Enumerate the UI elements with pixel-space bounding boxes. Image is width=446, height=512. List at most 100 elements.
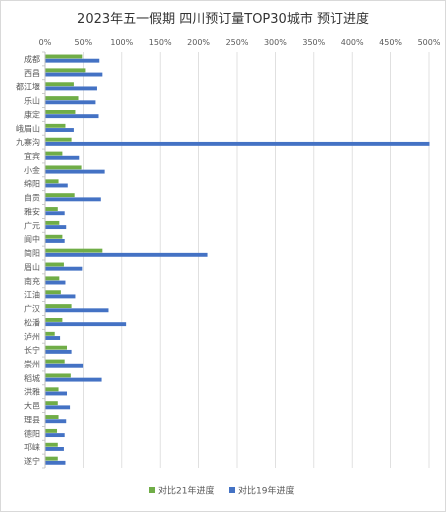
x-tick-label: 500%: [418, 38, 441, 47]
x-tick-label: 200%: [187, 38, 210, 47]
legend-label: 对比19年进度: [238, 485, 294, 497]
x-tick-label: 0%: [39, 38, 52, 47]
x-tick-label: 150%: [149, 38, 172, 47]
x-tick-label: 450%: [379, 38, 402, 47]
bar-vs-2021: [45, 96, 79, 101]
bar-vs-2019: [45, 322, 127, 327]
bar-vs-2021: [45, 373, 71, 378]
x-tick-label: 300%: [264, 38, 287, 47]
bar-vs-2019: [45, 460, 66, 465]
bar-vs-2021: [45, 248, 103, 253]
bar-vs-2019: [45, 86, 97, 91]
bar-vs-2019: [45, 308, 109, 313]
x-axis-ticks: 0% 50% 100% 150% 200% 250% 300% 350% 400% 450% 500…: [39, 38, 441, 47]
bar-vs-2021: [45, 331, 55, 336]
category-label: 广汉: [24, 304, 40, 314]
bar-vs-2021: [45, 428, 58, 433]
bar-vs-2021: [45, 456, 58, 461]
category-label: 德阳: [24, 428, 40, 438]
bar-vs-2019: [45, 211, 65, 216]
bar-vs-2021: [45, 110, 76, 114]
category-label: 康定: [24, 109, 40, 119]
bar-vs-2019: [45, 363, 84, 368]
chart-title: 2023年五一假期 四川预订量TOP30城市 预订进度: [77, 11, 369, 27]
category-label: 稻城: [24, 373, 40, 383]
legend-label: 对比21年进度: [158, 485, 214, 497]
bar-vs-2021: [45, 82, 74, 87]
category-label: 崇州: [24, 360, 40, 369]
category-label: 长宁: [24, 345, 40, 355]
bar-vs-2021: [45, 345, 68, 350]
bar-vs-2021: [45, 193, 75, 198]
category-label: 简阳: [24, 248, 40, 258]
bar-vs-2021: [45, 54, 83, 59]
category-label: 绵阳: [24, 179, 40, 189]
category-label: 理县: [24, 415, 40, 424]
category-label: 峨眉山: [16, 123, 40, 133]
bar-vs-2019: [45, 336, 61, 340]
category-label: 南充: [24, 276, 40, 286]
category-label: 阆中: [24, 234, 40, 244]
bar-vs-2021: [45, 304, 72, 309]
bar-vs-2019: [45, 447, 64, 451]
bar-vs-2021: [45, 318, 63, 322]
bar-vs-2021: [45, 207, 58, 211]
bar-vs-2019: [45, 100, 96, 105]
category-label: 西昌: [24, 69, 40, 78]
category-label: 泸州: [24, 331, 40, 341]
x-tick-label: 50%: [75, 38, 93, 47]
bar-vs-2019: [45, 391, 68, 396]
bar-vs-2019: [45, 183, 68, 188]
bar-vs-2019: [45, 377, 102, 382]
bar-vs-2019: [45, 349, 72, 354]
bar-vs-2021: [45, 165, 82, 170]
category-label: 眉山: [24, 262, 40, 272]
category-label: 松潘: [24, 317, 40, 327]
category-label: 乐山: [24, 96, 40, 106]
bar-vs-2021: [45, 442, 58, 447]
category-label: 自贡: [24, 193, 40, 203]
gridlines: [42, 51, 430, 469]
legend: 对比21年进度 对比19年进度: [149, 485, 294, 497]
bar-vs-2021: [45, 290, 61, 295]
bar-vs-2021: [45, 415, 59, 419]
bar-vs-2019: [45, 405, 71, 410]
bar-vs-2021: [45, 68, 86, 73]
category-label: 雅安: [24, 206, 40, 216]
bar-vs-2019: [45, 239, 65, 243]
bar-vs-2019: [45, 128, 74, 132]
bar-vs-2019: [45, 197, 101, 202]
bar-vs-2021: [45, 262, 64, 267]
y-axis-categories: 成都西昌都江堰乐山康定峨眉山九寨沟宜宾小金绵阳自贡雅安广元阆中简阳眉山南充江油广…: [16, 54, 40, 466]
bar-vs-2019: [45, 294, 76, 299]
bar-vs-2019: [45, 266, 83, 271]
category-label: 小金: [24, 165, 40, 175]
category-label: 九寨沟: [16, 137, 40, 147]
category-label: 遂宁: [24, 456, 40, 466]
bar-vs-2021: [45, 137, 72, 142]
category-label: 江油: [24, 290, 40, 300]
bar-vs-2019: [45, 433, 65, 438]
bar-vs-2021: [45, 220, 60, 225]
category-label: 广元: [24, 220, 40, 230]
x-tick-label: 400%: [341, 38, 364, 47]
bar-vs-2019: [45, 114, 99, 119]
bar-vs-2021: [45, 151, 63, 156]
x-tick-label: 350%: [302, 38, 325, 47]
bar-vs-2019: [45, 72, 103, 77]
category-label: 都江堰: [16, 82, 40, 92]
category-label: 洪雅: [24, 387, 40, 397]
bar-vs-2021: [45, 123, 66, 128]
bar-vs-2021: [45, 359, 65, 364]
x-tick-label: 250%: [226, 38, 249, 47]
category-label: 宜宾: [24, 151, 40, 161]
bar-vs-2021: [45, 179, 59, 184]
category-label: 成都: [24, 54, 40, 64]
bar-vs-2021: [45, 401, 58, 406]
legend-swatch: [149, 487, 155, 493]
bar-vs-2021: [45, 387, 59, 392]
category-label: 邛崃: [24, 442, 40, 452]
bar-vs-2019: [45, 155, 80, 160]
